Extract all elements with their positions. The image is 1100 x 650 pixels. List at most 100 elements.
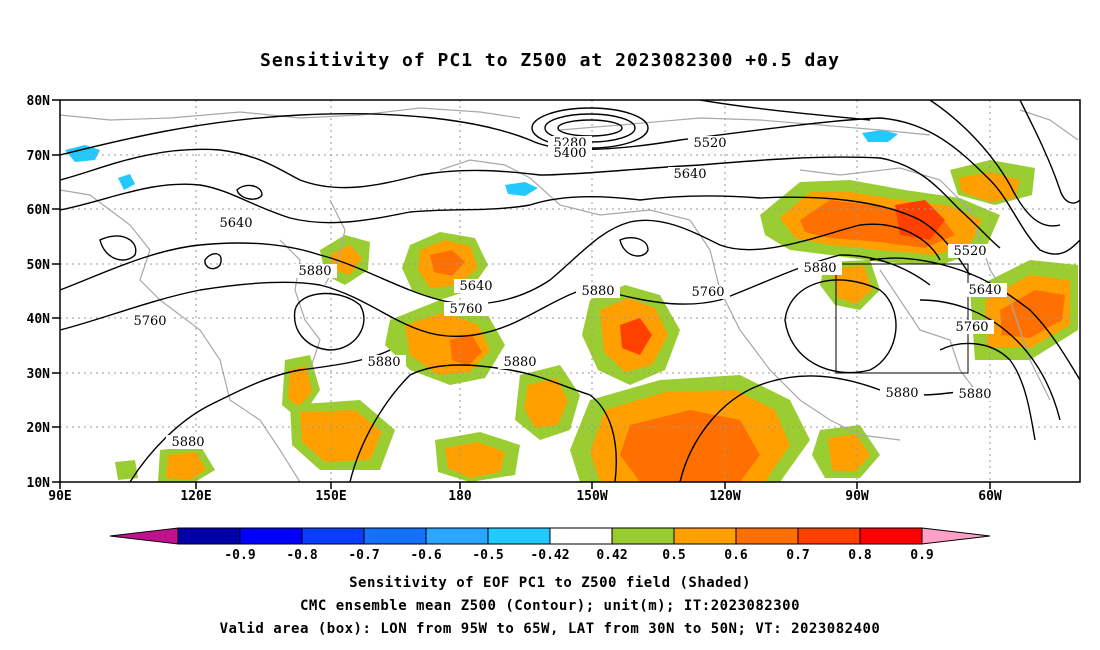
- shade-patch: [430, 250, 465, 276]
- contour-line: [60, 148, 1001, 249]
- contour-line: [619, 237, 649, 257]
- lon-label: 90W: [845, 489, 869, 504]
- contour-label-group: 5760: [686, 285, 730, 300]
- colorbar-box: [177, 527, 241, 545]
- contour-label-group: 5880: [362, 355, 406, 370]
- longitude-labels: 90E 120E 150E 180 150W 120W 90W 60W: [48, 489, 1002, 504]
- contour-label-group: 5760: [128, 314, 172, 329]
- valid-area-box: [835, 263, 969, 374]
- colorbar-box: [797, 527, 861, 545]
- contour-label: 5640: [459, 279, 492, 294]
- contour-label: 5880: [503, 355, 536, 370]
- colorbar-box: [735, 527, 799, 545]
- contour-label: 5880: [803, 261, 836, 276]
- contour-label: 5880: [958, 387, 991, 402]
- contour-label-group: 5880: [798, 261, 842, 276]
- contour-line: [60, 219, 941, 305]
- contour-label-group: 5640: [963, 283, 1007, 298]
- contour-line: [204, 253, 222, 270]
- colorbar: -0.9 -0.8 -0.7 -0.6 -0.5 -0.42 0.42 0.5 0.6 0.7 0.…: [109, 527, 991, 563]
- contour-label-group: 5880: [880, 386, 924, 401]
- contour-label: 5760: [691, 285, 724, 300]
- shade-patch: [450, 335, 482, 366]
- contour-line: [60, 113, 1080, 255]
- shade-patch: [832, 266, 872, 304]
- shade-patch: [620, 318, 652, 355]
- shade-patch-negative: [505, 182, 538, 196]
- shaded-sensitivity: [65, 130, 1078, 482]
- colorbar-box: [611, 527, 675, 545]
- lon-label: 150E: [315, 489, 346, 504]
- contour-line: [784, 279, 897, 374]
- contour-label: 5640: [219, 216, 252, 231]
- contour-label: 5400: [553, 146, 586, 161]
- colorbar-label: 0.7: [786, 548, 809, 563]
- contour-line: [60, 183, 971, 276]
- contour-line: [236, 184, 263, 200]
- contour-label: 5640: [968, 283, 1001, 298]
- contour-label-group: 5760: [950, 320, 994, 335]
- caption-line-3: Valid area (box): LON from 95W to 65W, L…: [219, 621, 881, 637]
- shade-patch-negative: [862, 130, 898, 142]
- contour-label-group: 5880: [293, 264, 337, 279]
- colorbar-box: [425, 527, 489, 545]
- contour-label: 5760: [449, 302, 482, 317]
- contour-label-group: 5400: [548, 146, 592, 161]
- contour-label: 5520: [953, 244, 986, 259]
- contour-line: [99, 235, 137, 261]
- lat-label: 20N: [27, 421, 51, 436]
- colorbar-box: [487, 527, 551, 545]
- lat-label: 40N: [27, 312, 51, 327]
- contour-label-group: 5640: [668, 167, 712, 182]
- contour-line: [699, 100, 871, 121]
- contour-label-group: 5880: [498, 355, 542, 370]
- contour-label-group: 5880: [576, 284, 620, 299]
- contour-label-group: 5760: [444, 302, 488, 317]
- contour-line: [349, 364, 617, 482]
- shade-patch: [524, 378, 568, 428]
- shade-patch: [288, 366, 312, 408]
- contour-line: [293, 292, 365, 351]
- shade-patch-negative: [118, 174, 135, 190]
- colorbar-label: -0.6: [410, 548, 441, 563]
- shade-patch: [330, 245, 362, 275]
- shade-patch: [958, 172, 1020, 202]
- shade-patch: [1000, 290, 1065, 338]
- colorbar-label: -0.5: [472, 548, 503, 563]
- shade-patch: [115, 460, 138, 480]
- shade-patch-negative: [65, 145, 100, 162]
- lon-label: 60W: [978, 489, 1002, 504]
- contour-line: [939, 342, 1036, 441]
- contour-label: 5880: [581, 284, 614, 299]
- colorbar-box: [363, 527, 427, 545]
- contour-label: 5880: [298, 264, 331, 279]
- shade-patch: [445, 442, 505, 478]
- figure-title: Sensitivity of PC1 to Z500 at 2023082300…: [259, 50, 840, 71]
- lat-label: 80N: [27, 94, 51, 109]
- colorbar-box: [859, 527, 923, 545]
- shade-patch: [620, 410, 760, 482]
- contour-label: 5880: [171, 435, 204, 450]
- shade-patch: [828, 434, 870, 472]
- map-frame: [59, 99, 1081, 483]
- colorbar-box: [549, 527, 613, 545]
- caption-line-1: Sensitivity of EOF PC1 to Z500 field (Sh…: [349, 575, 751, 591]
- contour-label-group: 5640: [214, 216, 258, 231]
- lon-label: 90E: [48, 489, 71, 504]
- contour-label: 5880: [885, 386, 918, 401]
- colorbar-label: 0.5: [662, 548, 685, 563]
- contour-label-group: 5880: [166, 435, 210, 450]
- contour-line: [1019, 100, 1080, 204]
- contour-label: 5520: [693, 136, 726, 151]
- contour-label-group: 5520: [688, 136, 732, 151]
- lat-label: 30N: [27, 367, 51, 382]
- caption-line-2: CMC ensemble mean Z500 (Contour); unit(m…: [299, 598, 800, 614]
- axis-ticks: [52, 99, 991, 489]
- lon-label: 120W: [709, 489, 740, 504]
- contour-label: 5880: [367, 355, 400, 370]
- contour-label: 5760: [955, 320, 988, 335]
- colorbar-min-triangle: [109, 527, 179, 545]
- contour-label: 5640: [673, 167, 706, 182]
- contour-line: [129, 349, 391, 482]
- colorbar-box: [239, 527, 303, 545]
